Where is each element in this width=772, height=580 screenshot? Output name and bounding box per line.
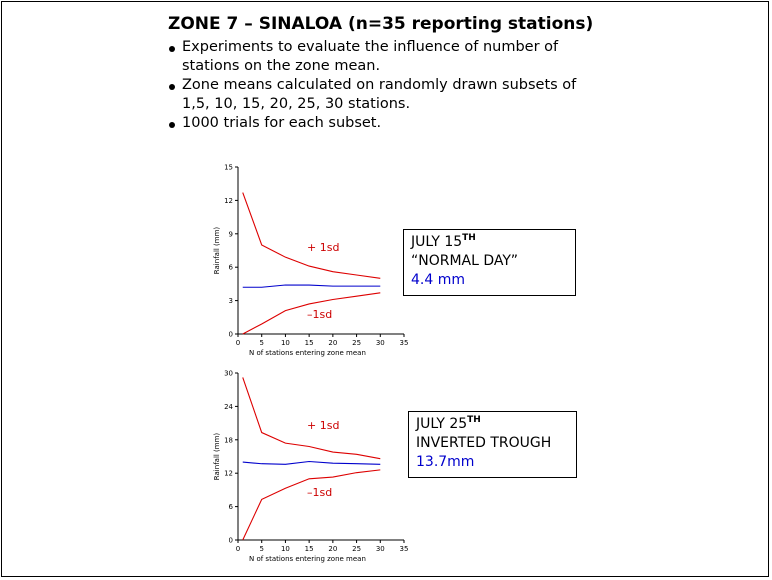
y-tick-label: 30 (224, 370, 233, 378)
x-tick-label: 15 (305, 339, 314, 347)
bullet-dot-icon (169, 46, 175, 52)
y-axis-label: Rainfall (mm) (213, 227, 221, 275)
x-tick-label: 30 (376, 339, 385, 347)
box-description: “NORMAL DAY” (411, 253, 518, 269)
x-tick-label: 5 (259, 545, 263, 553)
x-tick-label: 25 (352, 339, 361, 347)
chart-1-info-box: JULY 15TH “NORMAL DAY” 4.4 mm (403, 229, 576, 296)
y-tick-label: 12 (224, 197, 233, 205)
x-axis-label: N of stations entering zone mean (249, 349, 366, 357)
y-tick-label: 9 (229, 230, 233, 238)
box-date: JULY 15TH (411, 233, 476, 250)
mean-line (242, 460, 381, 465)
mean-line (242, 284, 381, 288)
y-tick-label: 6 (229, 264, 234, 272)
plus-1sd-line (242, 377, 381, 460)
x-tick-label: 30 (376, 545, 385, 553)
bullet-text: 1000 trials for each subset. (182, 115, 382, 131)
bullet-item: 1000 trials for each subset. (168, 114, 608, 133)
x-axis-label: N of stations entering zone mean (249, 555, 366, 563)
box-date: JULY 25TH (416, 415, 481, 432)
y-tick-label: 12 (224, 470, 233, 478)
plus-1sd-line (242, 192, 381, 279)
minus-1sd-line (242, 292, 381, 335)
x-tick-label: 20 (328, 339, 337, 347)
plus-1sd-label: + 1sd (307, 419, 339, 432)
minus-1sd-label: –1sd (307, 486, 332, 499)
minus-1sd-line (242, 469, 381, 541)
y-axis-label: Rainfall (mm) (213, 433, 221, 481)
x-tick-label: 35 (400, 339, 409, 347)
minus-1sd-label: –1sd (307, 308, 332, 321)
x-tick-label: 0 (236, 545, 240, 553)
x-tick-label: 25 (352, 545, 361, 553)
plus-1sd-label: + 1sd (307, 241, 339, 254)
x-tick-label: 20 (328, 545, 337, 553)
x-tick-label: 0 (236, 339, 240, 347)
box-description: INVERTED TROUGH (416, 435, 552, 451)
bullet-dot-icon (169, 122, 175, 128)
bullet-dot-icon (169, 84, 175, 90)
y-tick-label: 6 (229, 503, 234, 511)
x-tick-label: 10 (281, 545, 290, 553)
bullet-text: Experiments to evaluate the influence of… (182, 39, 559, 74)
slide-title: ZONE 7 – SINALOA (n=35 reporting station… (168, 14, 594, 34)
x-tick-label: 10 (281, 339, 290, 347)
box-value: 13.7mm (416, 454, 475, 470)
bullet-item: Zone means calculated on randomly drawn … (168, 76, 608, 114)
y-tick-label: 18 (224, 436, 233, 444)
bullet-text: Zone means calculated on randomly drawn … (182, 77, 577, 112)
box-value: 4.4 mm (411, 272, 465, 288)
y-tick-label: 0 (229, 537, 233, 545)
y-tick-label: 24 (224, 403, 233, 411)
y-tick-label: 0 (229, 331, 233, 339)
x-tick-label: 15 (305, 545, 314, 553)
bullet-list: Experiments to evaluate the influence of… (168, 38, 608, 133)
y-tick-label: 3 (229, 297, 233, 305)
x-tick-label: 5 (259, 339, 263, 347)
y-tick-label: 15 (224, 164, 233, 172)
chart-2-info-box: JULY 25TH INVERTED TROUGH 13.7mm (408, 411, 577, 478)
bullet-item: Experiments to evaluate the influence of… (168, 38, 608, 76)
x-tick-label: 35 (400, 545, 409, 553)
